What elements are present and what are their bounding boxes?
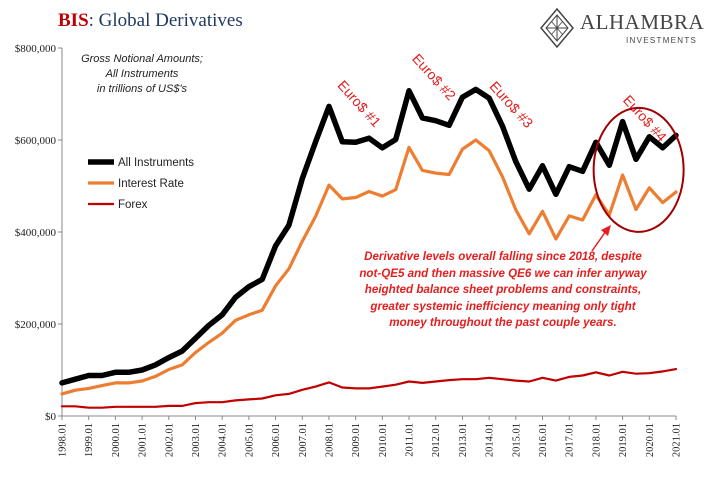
annotation-arrow-head [601,225,611,236]
y-tick-label: $200,000 [15,319,57,331]
chart-subtitle: Gross Notional Amounts; All Instruments … [62,52,222,97]
legend-label: All Instruments [118,157,194,169]
subtitle-line: in trillions of US$'s [96,83,188,95]
x-tick-label: 2013.01 [458,423,469,457]
x-tick-label: 2002.01 [164,423,175,457]
legend-label: Interest Rate [118,178,184,190]
annotation-label: Euro$ #2 [409,50,459,103]
x-tick-label: 2015.01 [511,423,522,457]
x-tick-label: 2011.01 [405,423,416,457]
chart-series [59,86,679,409]
x-tick-label: 2017.01 [565,423,576,457]
commentary-note: Derivative levels overall falling since … [330,249,676,332]
y-tick-label: $800,000 [15,43,57,55]
x-tick-label: 2001.01 [138,423,149,457]
title-accent: BIS [58,10,89,31]
x-tick-label: 2019.01 [618,423,629,457]
subtitle-line: All Instruments [105,68,179,80]
title-rest: : Global Derivatives [88,10,243,31]
alhambra-logo: ALHAMBRA INVESTMENTS [540,6,704,50]
x-tick-label: 1998.01 [58,423,69,457]
diamond-logo-icon [540,8,574,48]
chart-title: BIS: Global Derivatives [58,10,243,32]
x-tick-label: 2009.01 [351,423,362,457]
annotation-label: Euro$ #1 [334,77,384,130]
x-tick-label: 2003.01 [191,423,202,457]
subtitle-line: Gross Notional Amounts; [81,53,203,65]
y-tick-label: $400,000 [15,227,57,239]
x-tick-label: 2020.01 [645,423,656,457]
y-tick-label: $600,000 [15,135,57,147]
logo-subtitle: INVESTMENTS [626,36,698,45]
note-line: heighted balance sheet problems and cons… [364,283,642,297]
chart-axes: $0 $200,000 $400,000 $600,000 $800,000 1998.0… [15,43,683,457]
y-tick-label: $0 [45,411,57,423]
note-line: not-QE5 and then massive QE6 we can infe… [359,266,647,280]
legend-label: Forex [118,199,148,211]
x-tick-label: 2014.01 [485,423,496,457]
note-line: Derivative levels overall falling since … [364,250,642,263]
note-line: money throughout the past couple years. [389,316,617,330]
annotation-arrow-shaft [591,230,607,252]
x-tick-label: 2010.01 [378,423,389,457]
note-line: greater systemic inefficiency meaning on… [370,299,636,313]
x-tick-label: 2021.01 [672,423,683,457]
x-tick-label: 2005.01 [244,423,255,457]
series-line-forex [60,368,678,409]
x-tick-label: 2004.01 [218,423,229,457]
x-tick-label: 2007.01 [298,423,309,457]
x-tick-label: 2018.01 [591,423,602,457]
x-tick-label: 2000.01 [111,423,122,457]
series-line-all-instruments [59,86,679,386]
x-tick-label: 2006.01 [271,423,282,457]
highlight-ellipse [592,106,685,233]
x-tick-label: 2016.01 [538,423,549,457]
x-tick-label: 1999.01 [84,423,95,457]
logo-name: ALHAMBRA [580,10,705,34]
series-line-interest-rate [60,138,678,396]
x-tick-label: 2008.01 [324,423,335,457]
x-tick-label: 2012.01 [431,423,442,457]
chart-legend: All Instruments Interest Rate Forex [88,157,194,211]
